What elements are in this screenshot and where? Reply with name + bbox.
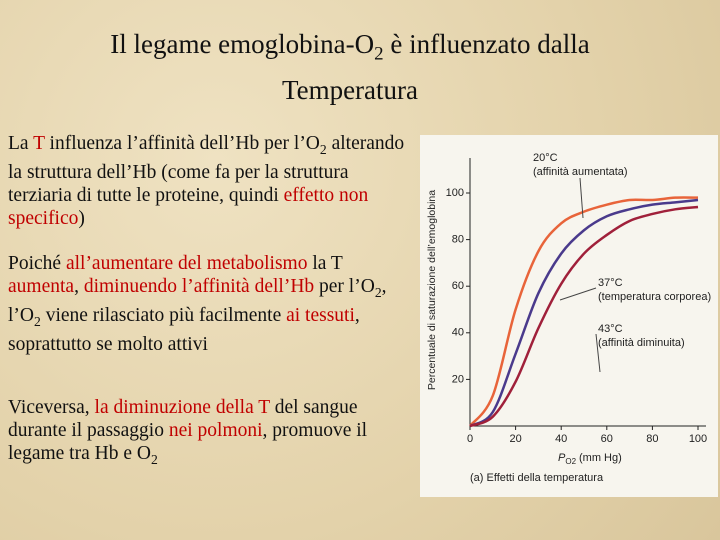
text-run: è influenzato dalla Temperatura: [281, 29, 590, 106]
subscript: 2: [150, 451, 158, 467]
text-run: viene rilasciato più facilmente: [40, 304, 287, 326]
text-run: all’aumentare del metabolismo: [65, 253, 308, 274]
text-run: T: [33, 133, 45, 154]
text-run: alterando la struttura dell’Hb (come fa …: [8, 133, 405, 206]
x-label-sub: O2: [565, 457, 576, 466]
leader-line: [559, 287, 597, 301]
x-tick-label: 80: [646, 433, 658, 445]
paragraph: Poiché all’aumentare del metabolismo la …: [8, 252, 410, 356]
y-tick-label: 80: [452, 234, 464, 246]
leader-line: [579, 177, 584, 219]
subscript: 2: [319, 141, 327, 157]
caption: (a) Effetti della temperatura: [470, 472, 604, 484]
text-run: , promuove il legame tra Hb e O: [8, 420, 368, 464]
text-run: , l’O: [8, 276, 387, 326]
x-axis-label: PO2 (mm Hg): [558, 452, 622, 466]
text-run: diminuendo l’affinità dell’Hb: [83, 276, 315, 297]
text-run: Poiché: [8, 253, 66, 274]
curve: [469, 198, 699, 428]
text-run: Viceversa,: [8, 397, 95, 418]
x-tick-label: 40: [555, 433, 567, 445]
chart-panel: [420, 135, 718, 497]
text-run: ): [78, 207, 85, 229]
text-run: , soprattutto se molto attivi: [8, 304, 360, 355]
text-run: effetto non specifico: [8, 184, 369, 229]
text-run: Il legame emoglobina-O: [110, 29, 375, 59]
subscript: 2: [374, 43, 384, 65]
x-label-symbol: P: [558, 452, 566, 464]
text-run: influenza l’affinità dell’Hb per l’O: [44, 133, 320, 154]
text-run: ,: [74, 276, 84, 297]
text-run: aumenta: [8, 276, 75, 297]
text-run: La: [8, 133, 34, 154]
text-run: per l’O: [314, 276, 375, 297]
x-tick-label: 100: [689, 433, 707, 445]
series-label: 37°C: [598, 277, 623, 289]
y-axis-label: Percentuale di saturazione dell’emoglobi…: [426, 190, 438, 390]
y-tick-label: 40: [452, 327, 464, 339]
subscript: 2: [34, 313, 41, 329]
text-run: la T: [307, 253, 343, 274]
x-tick-label: 60: [601, 433, 613, 445]
paragraph: Viceversa, la diminuzione della T del sa…: [8, 396, 410, 471]
y-tick-label: 100: [446, 187, 464, 199]
subscript: 2: [374, 284, 382, 300]
curve: [469, 196, 699, 427]
text-run: nei polmoni: [168, 420, 263, 441]
series-note: (temperatura corporea): [598, 291, 711, 303]
paragraph: La T influenza l’affinità dell’Hb per l’…: [8, 132, 410, 230]
x-tick-label: 0: [467, 433, 473, 445]
text-run: ai tessuti: [286, 304, 355, 326]
series-label: 20°C: [533, 152, 558, 164]
y-tick-label: 20: [452, 373, 464, 385]
slide-title: Il legame emoglobina-O2 è influenzato da…: [60, 26, 640, 108]
x-tick-label: 20: [509, 433, 521, 445]
series-note: (affinità aumentata): [533, 166, 628, 178]
series-label: 43°C: [598, 323, 623, 335]
text-run: del sangue durante il passaggio: [8, 397, 358, 441]
series-note: (affinità diminuita): [598, 337, 685, 349]
y-tick-label: 60: [452, 280, 464, 292]
curve: [469, 205, 699, 428]
x-label-unit: (mm Hg): [579, 452, 622, 464]
leader-line: [595, 333, 601, 373]
text-run: la diminuzione della T: [94, 397, 270, 418]
